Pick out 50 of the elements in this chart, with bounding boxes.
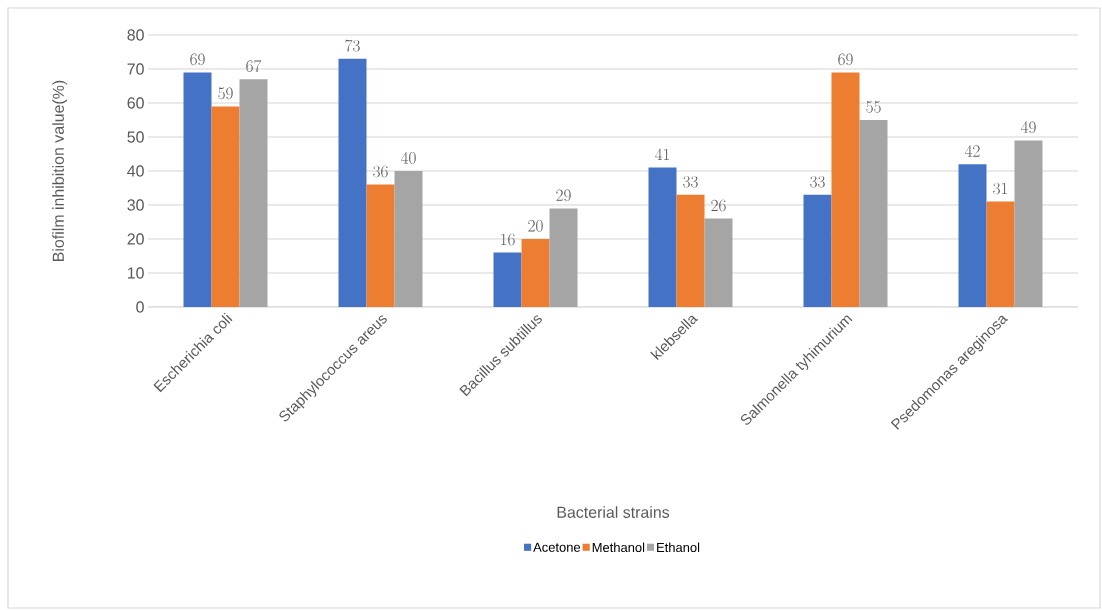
data-label: 55 [866,101,881,113]
y-tick-label: 0 [136,301,144,313]
data-label: 36 [373,165,388,178]
data-label: 33 [683,175,698,188]
y-axis-title: Biofilm inhibition value(%) [52,80,68,261]
y-tick-label: 50 [127,131,144,143]
data-label: 67 [246,60,262,72]
data-label: 49 [1020,121,1036,134]
bar [549,208,578,307]
data-label: 59 [218,87,233,100]
bar [239,79,268,307]
bar [394,170,423,307]
data-label: 26 [711,199,726,212]
data-label: 20 [528,220,543,232]
data-label: 69 [838,53,853,66]
bar [704,218,733,307]
bar [831,72,860,307]
x-axis-title: Bacterial strains [557,506,670,518]
bar [183,72,212,307]
data-label: 42 [964,145,980,157]
bar [366,184,395,307]
y-tick-label: 10 [127,267,144,279]
legend-label: Acetone [533,542,581,552]
data-label: 29 [556,189,571,202]
y-tick-label: 80 [127,29,144,41]
bar [521,238,550,307]
bar [676,194,705,307]
bar [803,194,832,307]
data-label: 33 [810,175,825,188]
data-label: 69 [190,53,205,66]
y-tick-label: 60 [127,97,144,109]
data-label: 31 [993,182,1008,195]
bar [958,164,987,307]
y-tick-label: 30 [127,199,144,211]
data-label: 73 [345,39,360,52]
legend-label: Methanol [592,542,645,553]
bar [1014,140,1043,307]
bar [493,252,522,307]
bar [648,167,677,307]
bar [986,201,1015,307]
bar [859,119,888,307]
legend-label: Ethanol [657,542,700,553]
data-label: 40 [400,151,416,164]
bar [338,58,367,307]
data-label: 16 [501,233,515,246]
y-tick-label: 40 [127,165,144,177]
bar [211,106,240,307]
data-label: 41 [654,148,670,161]
y-tick-label: 70 [127,63,144,75]
y-tick-label: 20 [127,233,144,245]
